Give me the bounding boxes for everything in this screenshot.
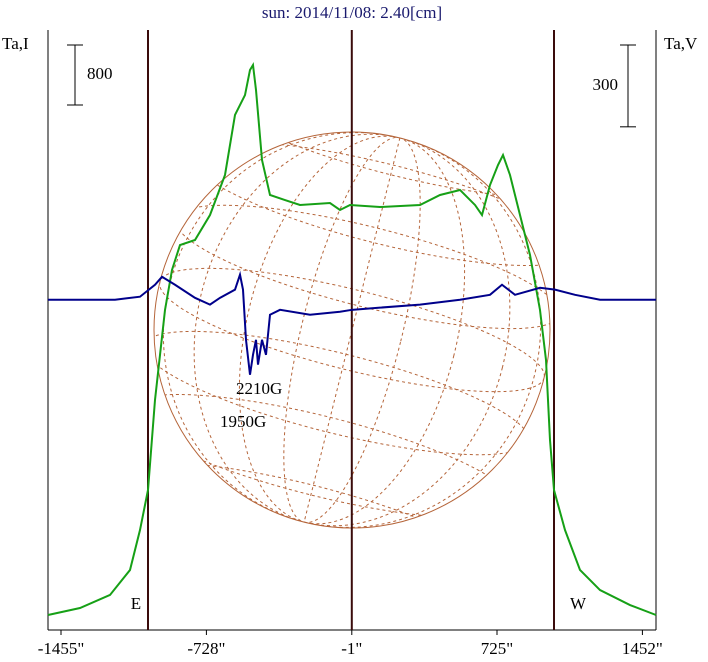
series-line xyxy=(47,62,657,616)
x-tick-label: -728" xyxy=(187,639,225,658)
x-tick-label: -1" xyxy=(341,639,362,658)
y-axis-label: Ta,I xyxy=(2,34,29,53)
x-tick-label: -1455" xyxy=(38,639,85,658)
chart-title: sun: 2014/11/08: 2.40[cm] xyxy=(262,3,442,22)
limb-label: W xyxy=(570,594,587,613)
series-line xyxy=(48,270,656,375)
annotation: 2210G xyxy=(236,379,282,398)
limb-label: E xyxy=(131,594,141,613)
y2-axis-label: Ta,V xyxy=(664,34,698,53)
scale-bar-label: 800 xyxy=(87,64,113,83)
annotation: 1950G xyxy=(220,412,266,431)
x-tick-label: 1452" xyxy=(622,639,663,658)
scale-bar-label: 300 xyxy=(593,75,619,94)
x-tick-label: 725" xyxy=(481,639,513,658)
